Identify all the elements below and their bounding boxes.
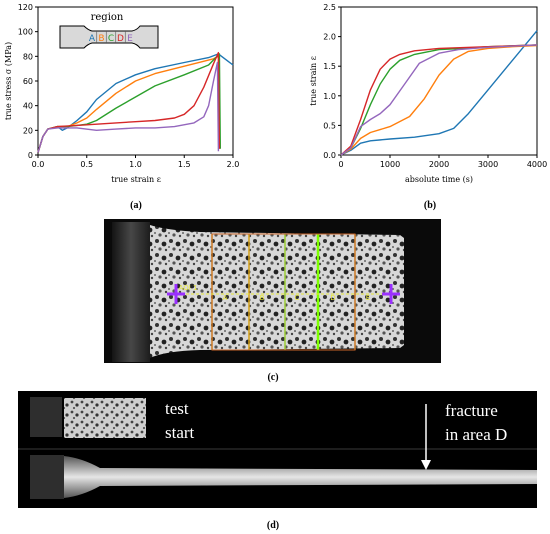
panel-d-stretched-specimen [64, 456, 537, 498]
x-tick-label: 1000 [380, 160, 400, 169]
y-tick-label: 2.0 [323, 33, 336, 42]
speckled-specimen [150, 225, 404, 358]
y-tick-label: 80 [23, 52, 33, 61]
panel-b-series-lines [340, 30, 538, 156]
y-tick-label: 2.5 [323, 3, 336, 12]
x-tick-label: 2.0 [227, 160, 240, 169]
y-tick-label: 120 [18, 3, 33, 12]
x-tick-label: 0 [338, 160, 343, 169]
y-tick-label: 40 [23, 102, 33, 111]
region-label-e: E [127, 34, 133, 44]
test-start-label-line2: start [165, 423, 195, 442]
x-tick-label: 0.0 [32, 160, 45, 169]
x-tick-label: 1.5 [178, 160, 191, 169]
specimen-outline [59, 25, 159, 49]
fracture-label-line1: fracture [445, 401, 498, 420]
y-tick-label: 100 [18, 28, 33, 37]
x-tick-label: 2000 [429, 160, 449, 169]
panel-d-caption: (d) [267, 520, 279, 531]
right-crosshair-marker [382, 284, 400, 304]
region-label-d: D [117, 34, 124, 44]
panel-a-caption: (a) [130, 200, 142, 211]
aoi-label-3: C [295, 294, 300, 302]
series-line-e [340, 44, 538, 156]
panel-a-y-ticks: 0 20 40 60 80 100 120 [18, 3, 38, 160]
left-crosshair-marker [167, 284, 185, 304]
x-tick-label: 0.5 [80, 160, 93, 169]
region-label-c: C [108, 34, 114, 44]
x-tick-label: 4000 [527, 160, 547, 169]
y-tick-label: 0 [28, 151, 33, 160]
panel-b-x-axis-label: absolute time (s) [405, 175, 473, 184]
x-tick-label: 3000 [478, 160, 498, 169]
panel-a-y-axis-label: true stress σ (MPa) [4, 42, 13, 120]
region-label-b: B [98, 34, 104, 44]
y-tick-label: 0.5 [323, 121, 336, 130]
region-inset-title: region [91, 12, 124, 23]
panel-d-start-specimen [64, 398, 146, 438]
region-label-a: A [89, 34, 96, 44]
series-line-b [340, 44, 538, 156]
y-tick-label: 1.5 [323, 62, 336, 71]
panel-a-x-axis-label: true strain ε [111, 175, 161, 184]
panel-b-plot-frame [340, 6, 538, 156]
aoi-label-1: A [223, 294, 228, 302]
y-tick-label: 20 [23, 126, 33, 135]
aoi-label-4: D [330, 294, 335, 302]
fracture-arrow [421, 404, 431, 470]
panel-d-top-grip [30, 397, 62, 437]
panel-d-bottom-grip [30, 455, 64, 499]
panel-a-stress-strain-chart: 0 20 40 60 80 100 120 0.0 0.5 1.0 1.5 2.0 true str… [4, 3, 239, 211]
series-line-a [340, 30, 538, 156]
y-tick-label: 1.0 [323, 92, 336, 101]
panel-a-series-lines [37, 51, 234, 153]
y-tick-label: 60 [23, 77, 33, 86]
panel-b-strain-time-chart: 0.0 0.5 1.0 1.5 2.0 2.5 0 1000 2000 3000 4000 abs… [309, 3, 547, 211]
test-start-label-line1: test [165, 399, 189, 418]
panel-b-x-ticks: 0 1000 2000 3000 4000 [338, 155, 547, 169]
aoi-label-2: B [260, 294, 265, 302]
panel-a-x-ticks: 0.0 0.5 1.0 1.5 2.0 [32, 155, 240, 169]
aoi-box [211, 233, 356, 351]
aoi-label-0: AOI 1 [179, 284, 198, 292]
panel-c-grip-ghost [112, 222, 150, 362]
panel-b-y-axis-label: true strain ε [309, 56, 318, 106]
panel-b-caption: (b) [424, 200, 436, 211]
panel-c-dic-photo: AOI 1 A B C D E (c) [104, 219, 441, 383]
series-line-e [37, 61, 220, 153]
y-tick-label: 0.0 [323, 151, 336, 160]
aoi-label-5: E [366, 294, 370, 302]
fracture-label-line2: in area D [445, 425, 507, 444]
panel-b-y-ticks: 0.0 0.5 1.0 1.5 2.0 2.5 [323, 3, 341, 160]
panel-c-caption: (c) [267, 372, 278, 383]
panel-d-photo: test start fracture in area D (d) [18, 391, 537, 531]
x-tick-label: 1.0 [129, 160, 142, 169]
aoi-overlay-labels: AOI 1 A B C D E [179, 284, 371, 302]
series-line-d [340, 44, 538, 156]
